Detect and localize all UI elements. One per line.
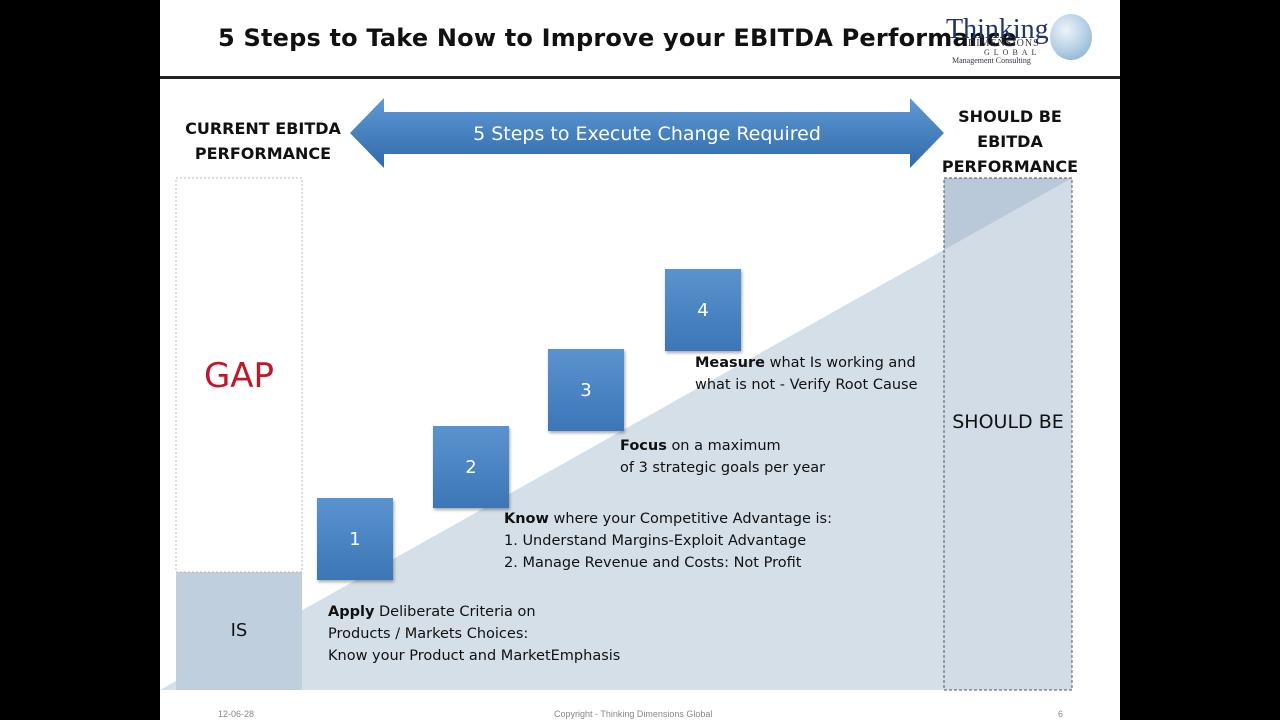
- should-be-label: SHOULD BE: [952, 411, 1064, 433]
- step-4-keyword: Measure: [695, 355, 765, 371]
- logo: Thinking DIMENSIONS GLOBAL Management Co…: [944, 10, 1104, 70]
- gap-label: GAP: [203, 356, 275, 396]
- footer-copyright: Copyright - Thinking Dimensions Global: [554, 709, 713, 719]
- step-2-description: Know where your Competitive Advantage is…: [504, 508, 832, 574]
- step-2-line-2: 1. Understand Margins-Exploit Advantage: [504, 533, 807, 549]
- step-box-4: 4: [665, 269, 741, 351]
- step-1-line-1: Apply Deliberate Criteria on: [328, 604, 536, 620]
- is-label: IS: [230, 620, 248, 641]
- step-2-line-3: 2. Manage Revenue and Costs: Not Profit: [504, 555, 802, 571]
- change-arrow: [350, 98, 944, 168]
- should-be-ebitda-label: SHOULD BE EBITDA PERFORMANCE: [941, 107, 1079, 176]
- step-box-1: 1: [317, 498, 393, 580]
- step-3-line-1: Focus on a maximum: [620, 438, 781, 454]
- step-1-keyword: Apply: [328, 604, 375, 620]
- footer-page-number: 6: [1058, 709, 1064, 719]
- step-3-description: Focus on a maximum of 3 strategic goals …: [620, 435, 825, 479]
- step-4-line-2: what is not - Verify Root Cause: [695, 377, 918, 393]
- logo-subtitle: DIMENSIONS: [968, 38, 1040, 49]
- step-1-line-3: Know your Product and MarketEmphasis: [328, 648, 621, 664]
- slide-title: 5 Steps to Take Now to Improve your EBIT…: [218, 24, 1018, 52]
- logo-global: GLOBAL: [984, 48, 1041, 57]
- step-box-3: 3: [548, 349, 624, 431]
- step-2-line-1: Know where your Competitive Advantage is…: [504, 511, 832, 527]
- is-column: [176, 572, 302, 690]
- step-1-description: Apply Deliberate Criteria on Products / …: [328, 601, 620, 667]
- globe-icon: [1050, 14, 1092, 60]
- current-ebitda-label: CURRENT EBITDA PERFORMANCE: [185, 119, 341, 163]
- step-3-line-2: of 3 strategic goals per year: [620, 460, 826, 476]
- step-box-2: 2: [433, 426, 509, 508]
- title-divider: [160, 76, 1120, 79]
- logo-wordmark: Thinking: [946, 14, 1049, 45]
- step-4-description: Measure what Is working and what is not …: [695, 352, 918, 396]
- slide: 5 Steps to Take Now to Improve your EBIT…: [160, 0, 1120, 720]
- step-3-keyword: Focus: [620, 438, 667, 454]
- step-4-line-1: Measure what Is working and: [695, 355, 916, 371]
- step-1-line-2: Products / Markets Choices:: [328, 626, 529, 642]
- footer-date: 12-06-28: [218, 709, 255, 719]
- step-2-keyword: Know: [504, 511, 549, 527]
- logo-tagline: Management Consulting: [952, 56, 1031, 65]
- arrow-label: 5 Steps to Execute Change Required: [473, 123, 821, 145]
